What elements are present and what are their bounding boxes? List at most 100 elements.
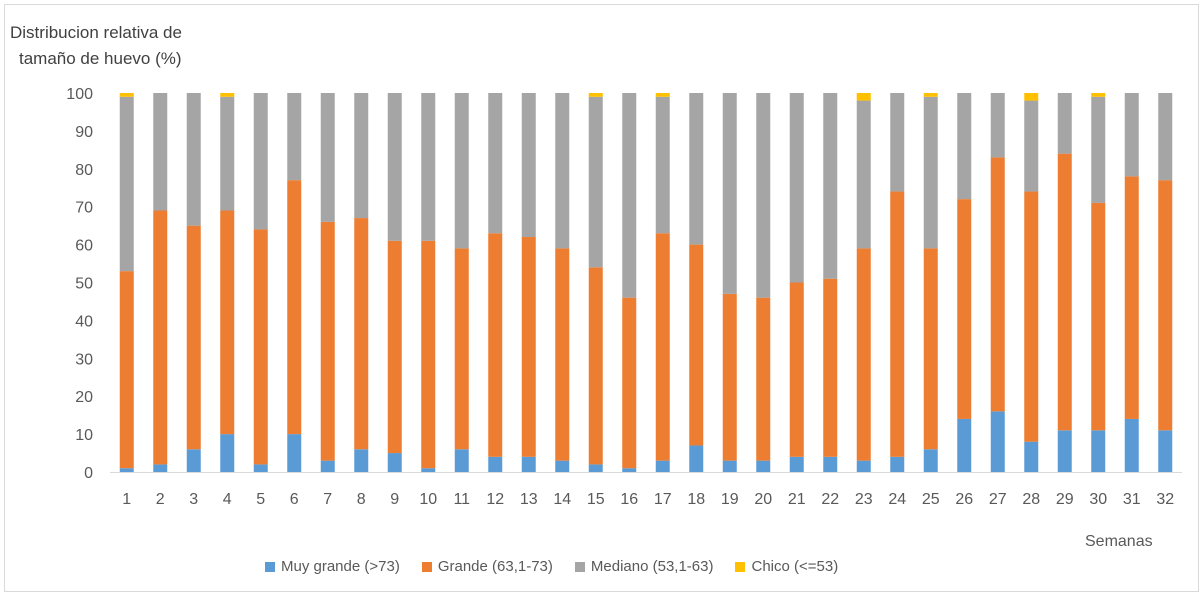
bar-segment-series-2-week-4 <box>220 96 235 211</box>
bar-segment-series-2-week-15 <box>588 96 603 268</box>
y-tick-label: 20 <box>75 389 93 406</box>
legend-item-chico: Chico (<=53) <box>735 558 838 575</box>
x-tick-label: 9 <box>390 491 399 508</box>
bar-segment-series-0-week-12 <box>488 456 503 472</box>
bar-segment-series-2-week-9 <box>387 93 402 241</box>
bar-segment-series-2-week-31 <box>1124 93 1139 177</box>
x-tick-label: 8 <box>357 491 366 508</box>
bar-segment-series-2-week-20 <box>756 93 771 298</box>
bar-segment-series-3-week-1 <box>119 93 134 97</box>
x-tick-label: 3 <box>189 491 198 508</box>
legend-swatch-muy-grande <box>265 561 275 572</box>
bar-segment-series-1-week-26 <box>957 199 972 419</box>
x-tick-label: 14 <box>553 491 571 508</box>
bar-segment-series-0-week-23 <box>856 460 871 472</box>
bar-segment-series-2-week-26 <box>957 93 972 200</box>
bar-segment-series-1-week-11 <box>454 248 469 450</box>
x-tick-label: 21 <box>788 491 806 508</box>
x-tick-label: 29 <box>1056 491 1074 508</box>
bar-segment-series-0-week-32 <box>1158 430 1173 472</box>
bar-segment-series-0-week-11 <box>454 449 469 472</box>
bar-segment-series-1-week-28 <box>1024 191 1039 442</box>
y-axis-title: Distribucion relativa de tamaño de huevo… <box>10 20 182 72</box>
legend-label-muy-grande: Muy grande (>73) <box>281 558 400 575</box>
bar-segment-series-0-week-13 <box>521 456 536 472</box>
y-tick-label: 70 <box>75 200 93 217</box>
x-tick-label: 1 <box>122 491 131 508</box>
x-tick-label: 7 <box>323 491 332 508</box>
bar-segment-series-0-week-29 <box>1057 430 1072 472</box>
bar-segment-series-0-week-17 <box>655 460 670 472</box>
bar-segment-series-2-week-10 <box>421 93 436 241</box>
y-tick-label: 100 <box>66 86 93 103</box>
bar-segment-series-1-week-25 <box>923 248 938 450</box>
bar-segment-series-2-week-19 <box>722 93 737 294</box>
bar-segment-series-0-week-19 <box>722 460 737 472</box>
bar-segment-series-2-week-22 <box>823 93 838 279</box>
x-tick-label: 10 <box>419 491 437 508</box>
bar-segment-series-2-week-21 <box>789 93 804 283</box>
bar-segment-series-1-week-21 <box>789 282 804 457</box>
bar-segment-series-1-week-29 <box>1057 153 1072 431</box>
bar-segment-series-2-week-8 <box>354 93 369 219</box>
y-axis-title-line-2: tamaño de huevo (%) <box>19 49 182 68</box>
bar-segment-series-2-week-2 <box>153 93 168 211</box>
chart-frame <box>4 4 1199 592</box>
y-axis-title-line-1: Distribucion relativa de <box>10 23 182 42</box>
y-tick-label: 30 <box>75 351 93 368</box>
bar-segment-series-2-week-5 <box>253 93 268 230</box>
y-tick-label: 0 <box>84 465 93 482</box>
bar-segment-series-0-week-27 <box>990 411 1005 472</box>
bar-segment-series-1-week-32 <box>1158 180 1173 431</box>
bar-segment-series-0-week-6 <box>287 434 302 472</box>
x-tick-label: 22 <box>821 491 839 508</box>
x-tick-label: 15 <box>587 491 605 508</box>
x-tick-label: 27 <box>989 491 1007 508</box>
bar-segment-series-1-week-8 <box>354 218 369 450</box>
x-tick-label: 31 <box>1123 491 1141 508</box>
legend-item-muy-grande: Muy grande (>73) <box>265 558 400 575</box>
bar-segment-series-2-week-18 <box>689 93 704 245</box>
bar-segment-series-0-week-24 <box>890 456 905 472</box>
bar-segment-series-1-week-14 <box>555 248 570 461</box>
bar-segment-series-2-week-27 <box>990 93 1005 158</box>
bar-segment-series-2-week-6 <box>287 93 302 181</box>
bar-segment-series-1-week-6 <box>287 180 302 435</box>
bar-segment-series-0-week-2 <box>153 464 168 472</box>
bar-segment-series-3-week-23 <box>856 93 871 101</box>
legend-label-chico: Chico (<=53) <box>751 558 839 575</box>
legend-swatch-grande <box>421 561 432 572</box>
bar-segment-series-2-week-12 <box>488 93 503 234</box>
x-tick-label: 18 <box>687 491 705 508</box>
bar-segment-series-0-week-22 <box>823 456 838 472</box>
bar-segment-series-0-week-4 <box>220 434 235 472</box>
x-tick-label: 26 <box>955 491 973 508</box>
bar-segment-series-1-week-31 <box>1124 176 1139 419</box>
bar-segment-series-0-week-26 <box>957 418 972 472</box>
bar-segment-series-1-week-16 <box>622 297 637 469</box>
x-tick-label: 30 <box>1089 491 1107 508</box>
bar-segment-series-0-week-8 <box>354 449 369 472</box>
bar-segment-series-2-week-13 <box>521 93 536 238</box>
bar-segment-series-3-week-17 <box>655 93 670 97</box>
bar-segment-series-1-week-23 <box>856 248 871 461</box>
bar-segment-series-2-week-1 <box>119 96 134 272</box>
legend-label-mediano: Mediano (53,1-63) <box>590 558 714 575</box>
bar-segment-series-2-week-7 <box>320 93 335 222</box>
x-tick-label: 12 <box>486 491 504 508</box>
bar-segment-series-0-week-21 <box>789 456 804 472</box>
legend-item-grande: Grande (63,1-73) <box>421 558 553 575</box>
x-tick-label: 28 <box>1022 491 1040 508</box>
bar-segment-series-0-week-15 <box>588 464 603 472</box>
bar-segment-series-2-week-32 <box>1158 93 1173 181</box>
bar-segment-series-1-week-15 <box>588 267 603 465</box>
x-tick-label: 4 <box>223 491 232 508</box>
x-tick-label: 20 <box>754 491 772 508</box>
y-tick-label: 60 <box>75 238 93 255</box>
bar-segment-series-1-week-30 <box>1091 202 1106 431</box>
bar-segment-series-1-week-2 <box>153 210 168 465</box>
bar-segment-series-1-week-4 <box>220 210 235 435</box>
y-tick-label: 40 <box>75 313 93 330</box>
bar-segment-series-3-week-25 <box>923 93 938 97</box>
